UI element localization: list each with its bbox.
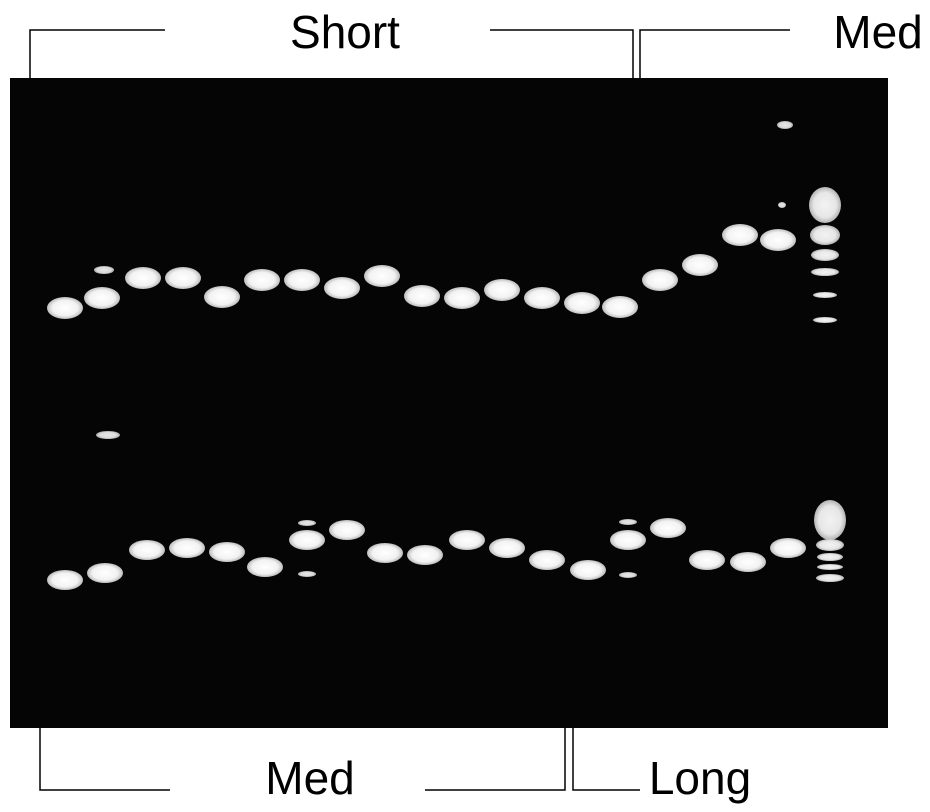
band xyxy=(811,249,839,261)
band xyxy=(284,269,320,291)
band xyxy=(682,254,718,276)
band xyxy=(602,296,638,318)
band xyxy=(407,545,443,565)
band xyxy=(96,431,120,439)
band xyxy=(817,564,843,570)
band xyxy=(84,287,120,309)
band xyxy=(814,500,846,540)
band xyxy=(642,269,678,291)
band xyxy=(165,267,201,289)
band xyxy=(813,317,837,323)
band xyxy=(484,279,520,301)
band xyxy=(209,542,245,562)
band xyxy=(610,530,646,550)
band xyxy=(813,292,837,298)
band xyxy=(730,552,766,572)
band xyxy=(722,224,758,246)
band xyxy=(444,287,480,309)
band xyxy=(449,530,485,550)
band xyxy=(247,557,283,577)
band xyxy=(816,574,844,582)
band xyxy=(298,571,316,577)
band xyxy=(811,268,839,276)
bracket xyxy=(425,728,640,790)
band xyxy=(816,539,844,551)
bracket xyxy=(30,30,165,78)
band xyxy=(619,519,637,525)
bracket xyxy=(40,728,170,790)
band xyxy=(809,187,841,223)
band xyxy=(367,543,403,563)
band xyxy=(204,286,240,308)
band xyxy=(298,520,316,526)
band xyxy=(244,269,280,291)
band xyxy=(129,540,165,560)
band xyxy=(94,266,114,274)
band xyxy=(524,287,560,309)
label-long: Long xyxy=(649,752,751,804)
band xyxy=(489,538,525,558)
band xyxy=(47,570,83,590)
bracket xyxy=(490,30,790,78)
band xyxy=(619,572,637,578)
gel xyxy=(10,78,888,728)
band xyxy=(810,225,840,245)
band xyxy=(650,518,686,538)
label-med: Med xyxy=(265,752,354,804)
band xyxy=(529,550,565,570)
band xyxy=(125,267,161,289)
band xyxy=(778,202,786,208)
gel-figure: Short Med Med Long xyxy=(0,0,930,807)
band xyxy=(329,520,365,540)
band xyxy=(364,265,400,287)
label-short: Short xyxy=(290,6,400,58)
band xyxy=(770,538,806,558)
band xyxy=(777,121,793,129)
band xyxy=(169,538,205,558)
band xyxy=(289,530,325,550)
label-med: Med xyxy=(833,6,922,58)
band xyxy=(564,292,600,314)
band xyxy=(760,229,796,251)
band xyxy=(404,285,440,307)
band xyxy=(689,550,725,570)
band xyxy=(324,277,360,299)
band xyxy=(87,563,123,583)
band xyxy=(570,560,606,580)
band xyxy=(817,553,843,561)
band xyxy=(47,297,83,319)
